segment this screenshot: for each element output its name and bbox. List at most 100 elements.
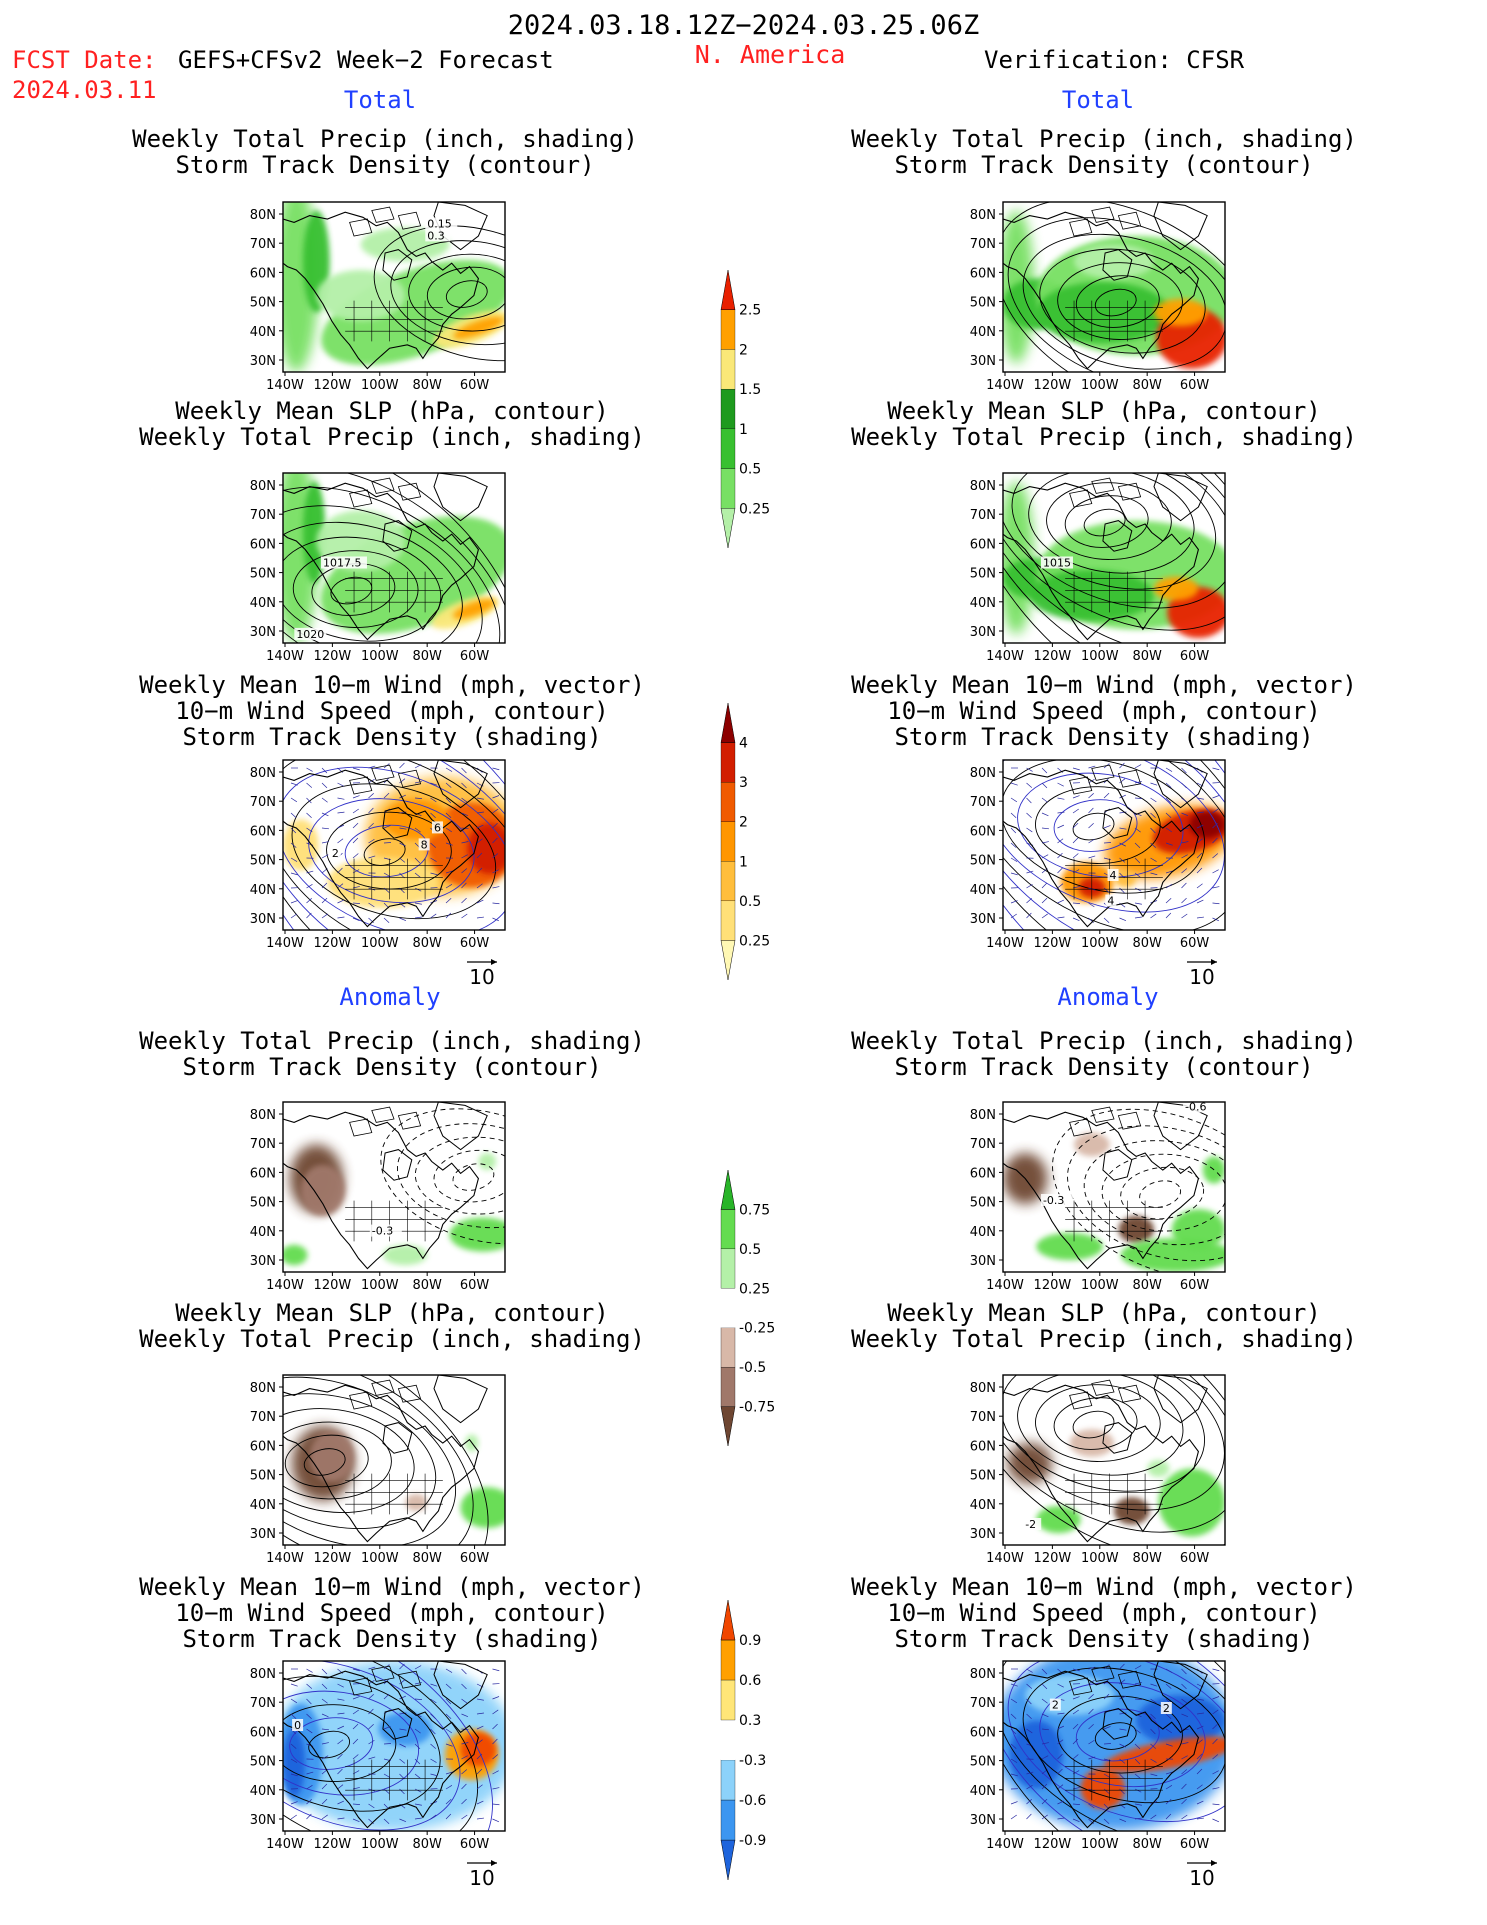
shading-blob [1007,1443,1052,1484]
wind-vector [337,1800,344,1805]
wind-vector [1134,1743,1141,1750]
contour-line [283,486,501,643]
wind-vector [1196,1712,1204,1715]
wind-vector [1072,808,1079,814]
wind-vector [461,1683,467,1690]
wind-vector [1088,1739,1095,1745]
lat-tick-label: 50N [250,1755,276,1770]
contour-line [1003,760,1225,930]
anomaly-heading-right: Anomaly [1057,983,1159,1011]
wind-vector [445,1799,452,1805]
wind-vector [1165,870,1173,874]
shading-blob [449,1217,505,1252]
lat-tick-label: 60N [250,1166,276,1181]
wind-vector [306,767,313,772]
wind-vector [321,1742,329,1745]
wind-vector [1041,782,1048,789]
wind-vector [352,1709,359,1715]
vector-ref-label: 10 [1189,965,1214,989]
wind-vector [1072,795,1080,799]
lon-tick-label: 60W [1180,1551,1210,1566]
wind-vector [492,808,499,814]
wind-vector [1196,838,1203,844]
wind-vector [1181,1755,1188,1760]
lat-tick-label: 80N [250,766,276,781]
colorbar-label: 1 [739,422,748,438]
map-frame [1002,1374,1226,1546]
wind-vector [290,797,298,803]
colorbar-label: -0.25 [739,1321,775,1337]
map-content: 44 [1003,760,1225,930]
contour-line [1003,202,1225,372]
map-panel-fc-anom-precip: -0.3 80N 70N 60N 50N 40N 30N 140W 120W 100W 80W 60W [250,1101,506,1293]
wind-vector [461,868,468,874]
wind-vector [430,812,436,819]
wind-vector [1212,1738,1218,1745]
shading-blob [283,1244,308,1266]
wind-vector [306,1668,313,1673]
wind-vector [306,1698,312,1705]
wind-vector [1212,1787,1220,1790]
contour-line [1007,217,1225,372]
wind-vector [461,1769,468,1775]
wind-vector [352,917,360,922]
wind-vector [445,1713,452,1720]
wind-vector [290,1773,298,1777]
wind-vector [1072,1709,1079,1715]
lat-tick-label: 40N [970,1225,996,1240]
wind-vector [1165,1683,1172,1689]
wind-vector [1072,917,1080,922]
wind-vector [1212,837,1218,844]
wind-vector [1072,1696,1080,1700]
contour-label-bg [1049,1698,1061,1711]
contour-line [1003,473,1225,643]
wind-vector [352,1754,359,1760]
wind-vector [1150,913,1157,919]
wind-vector [383,917,390,924]
shading-blob [1153,576,1199,601]
lon-tick-label: 60W [460,649,490,664]
wind-vector [1041,913,1048,919]
wind-vector [1212,1803,1220,1806]
contour-label-bg [294,627,327,640]
wind-vector [1150,1713,1156,1720]
wind-vector [337,916,345,919]
wind-vector [1165,782,1172,788]
wind-vector [1010,857,1018,862]
contour-label-bg [418,838,430,851]
wind-vector [368,765,376,769]
colorbar-label: 1.5 [739,382,761,398]
contour-line [283,1661,493,1831]
coastline [283,1384,479,1543]
wind-vector [1165,842,1173,846]
wind-vector [476,838,483,844]
wind-vector [492,1754,499,1760]
lon-tick-label: 80W [412,1551,442,1566]
contour-line [283,1675,441,1812]
wind-vector [445,912,452,919]
wind-vector [337,811,345,814]
wind-vector [492,822,498,829]
wind-vector [1196,867,1203,874]
period-title: 2024.03.18.12Z−2024.03.25.06Z [507,10,980,41]
wind-vector [1072,837,1079,844]
wind-vector [1150,1773,1158,1777]
wind-vector [1181,854,1188,859]
lat-tick-label: 70N [970,1696,996,1711]
shading-blob [1003,481,1035,635]
shading-blob [1036,281,1170,344]
lat-tick-label: 30N [970,354,996,369]
wind-vector [1041,1798,1048,1805]
contour-label-bg [1160,1702,1172,1714]
wind-vector [414,827,421,833]
wind-vector [321,1814,328,1820]
wind-vector [461,882,467,889]
contour-line [284,1434,369,1488]
wind-vector [1041,1814,1048,1820]
wind-vector [414,887,422,892]
arctic-island [1117,1384,1142,1403]
map-panel-fc-total-wind: 2 86 80N 70N 60N 50N 40N 30N 140W 120W 100W 80W 60W 1… [250,759,506,989]
wind-vector [1212,886,1220,889]
arctic-island [1117,1111,1142,1130]
